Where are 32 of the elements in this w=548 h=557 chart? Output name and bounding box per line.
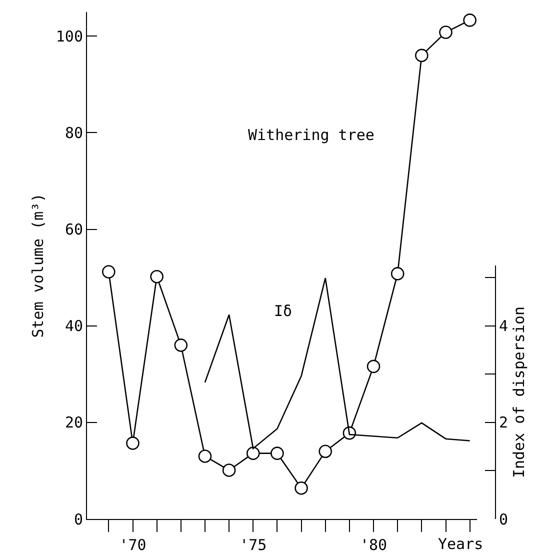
y-tick-label: 40 [64, 317, 83, 336]
y-tick-label: 100 [56, 27, 83, 46]
series-label: Iδ [274, 302, 292, 320]
point [439, 26, 452, 39]
point [222, 464, 236, 477]
y2-tick-label: 0 [499, 510, 508, 528]
point [246, 446, 260, 460]
point [126, 436, 140, 450]
point [415, 48, 428, 62]
text: Withering tree [248, 126, 374, 144]
point [294, 481, 308, 495]
y-tick-label: 0 [74, 510, 83, 528]
y-tick-label: 20 [64, 414, 83, 432]
y-axis-title: Stem volume (m³) [29, 193, 48, 338]
point [366, 360, 380, 374]
point [102, 265, 116, 278]
point [318, 444, 332, 458]
y2-axis-title: Index of dispersion [510, 306, 528, 478]
point [150, 270, 164, 284]
point [198, 450, 212, 463]
y2-tick-label: 2 [499, 414, 508, 432]
x-tick-label: '70 [119, 536, 146, 554]
point [390, 267, 404, 280]
point [174, 338, 188, 352]
x-tick-label: '80 [360, 536, 388, 554]
y-tick-label: 80 [64, 124, 83, 142]
x-axis-title: Years [438, 535, 484, 553]
point [463, 14, 476, 27]
x-tick-label: '75 [240, 536, 267, 554]
point [270, 446, 284, 460]
y-tick-label: 60 [64, 220, 83, 239]
y2-tick-label: 4 [499, 317, 508, 336]
